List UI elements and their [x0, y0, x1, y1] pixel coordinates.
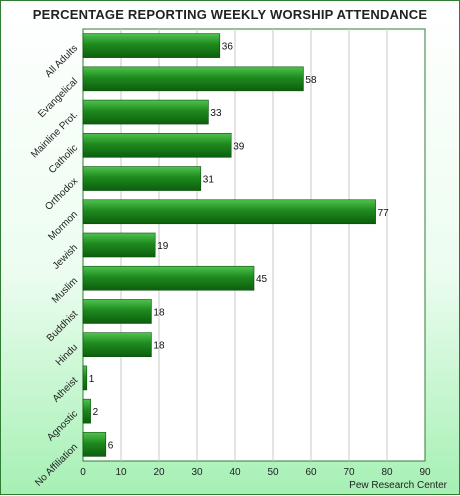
bar: [82, 432, 107, 457]
gridlines: [120, 29, 388, 461]
bar-value-label: 33: [210, 108, 222, 119]
category-label: Buddhist: [45, 309, 80, 344]
bar-value-label: 18: [153, 307, 165, 318]
x-tick-label: 10: [115, 467, 127, 478]
bar-value-label: 2: [93, 407, 99, 418]
bar: [82, 232, 156, 258]
category-label: Jewish: [51, 242, 80, 271]
bar-value-label: 31: [203, 175, 215, 186]
category-label: Atheist: [51, 375, 81, 405]
x-tick-label: 60: [305, 467, 317, 478]
bars: [82, 33, 376, 457]
bar: [82, 398, 91, 424]
x-tick-label: 80: [381, 467, 393, 478]
bar-value-label: 39: [233, 141, 245, 152]
bar: [82, 332, 152, 357]
category-label: Orthodox: [43, 176, 80, 213]
bar-value-label: 36: [222, 42, 234, 53]
bar-value-label: 6: [108, 440, 114, 451]
x-tick-label: 90: [419, 467, 431, 478]
x-tick-labels: 0 10 20 30 40 50 60 70 80 90: [80, 467, 431, 478]
bar: [82, 199, 376, 225]
bar: [82, 265, 255, 291]
bar-value-label: 58: [305, 75, 317, 86]
category-label: Muslim: [50, 276, 80, 306]
x-tick-label: 70: [343, 467, 355, 478]
bar-value-label: 18: [153, 341, 165, 352]
bar: [82, 66, 304, 92]
category-label: Hindu: [54, 342, 80, 368]
category-label: Mormon: [46, 209, 80, 243]
bar-value-label: 19: [157, 241, 169, 252]
bar-value-label: 1: [89, 374, 95, 385]
bar: [82, 133, 232, 158]
x-tick-label: 50: [267, 467, 279, 478]
bar: [82, 365, 88, 391]
category-label: Agnostic: [45, 408, 80, 443]
category-label: No Affiliation: [33, 442, 80, 489]
chart-title: PERCENTAGE REPORTING WEEKLY WORSHIP ATTE…: [32, 7, 428, 22]
x-tick-label: 40: [229, 467, 241, 478]
category-label: Catholic: [47, 143, 80, 176]
source-note: Pew Research Center: [349, 480, 447, 491]
bar: [82, 166, 202, 191]
bar: [82, 299, 152, 324]
bar: [82, 99, 209, 125]
bar-value-label: 77: [378, 208, 390, 219]
x-tick-label: 20: [153, 467, 165, 478]
bar-value-label: 45: [256, 274, 268, 285]
bar: [82, 33, 221, 58]
x-tick-label: 0: [80, 467, 86, 478]
x-tick-label: 30: [191, 467, 203, 478]
category-label: All Adults: [43, 43, 80, 80]
